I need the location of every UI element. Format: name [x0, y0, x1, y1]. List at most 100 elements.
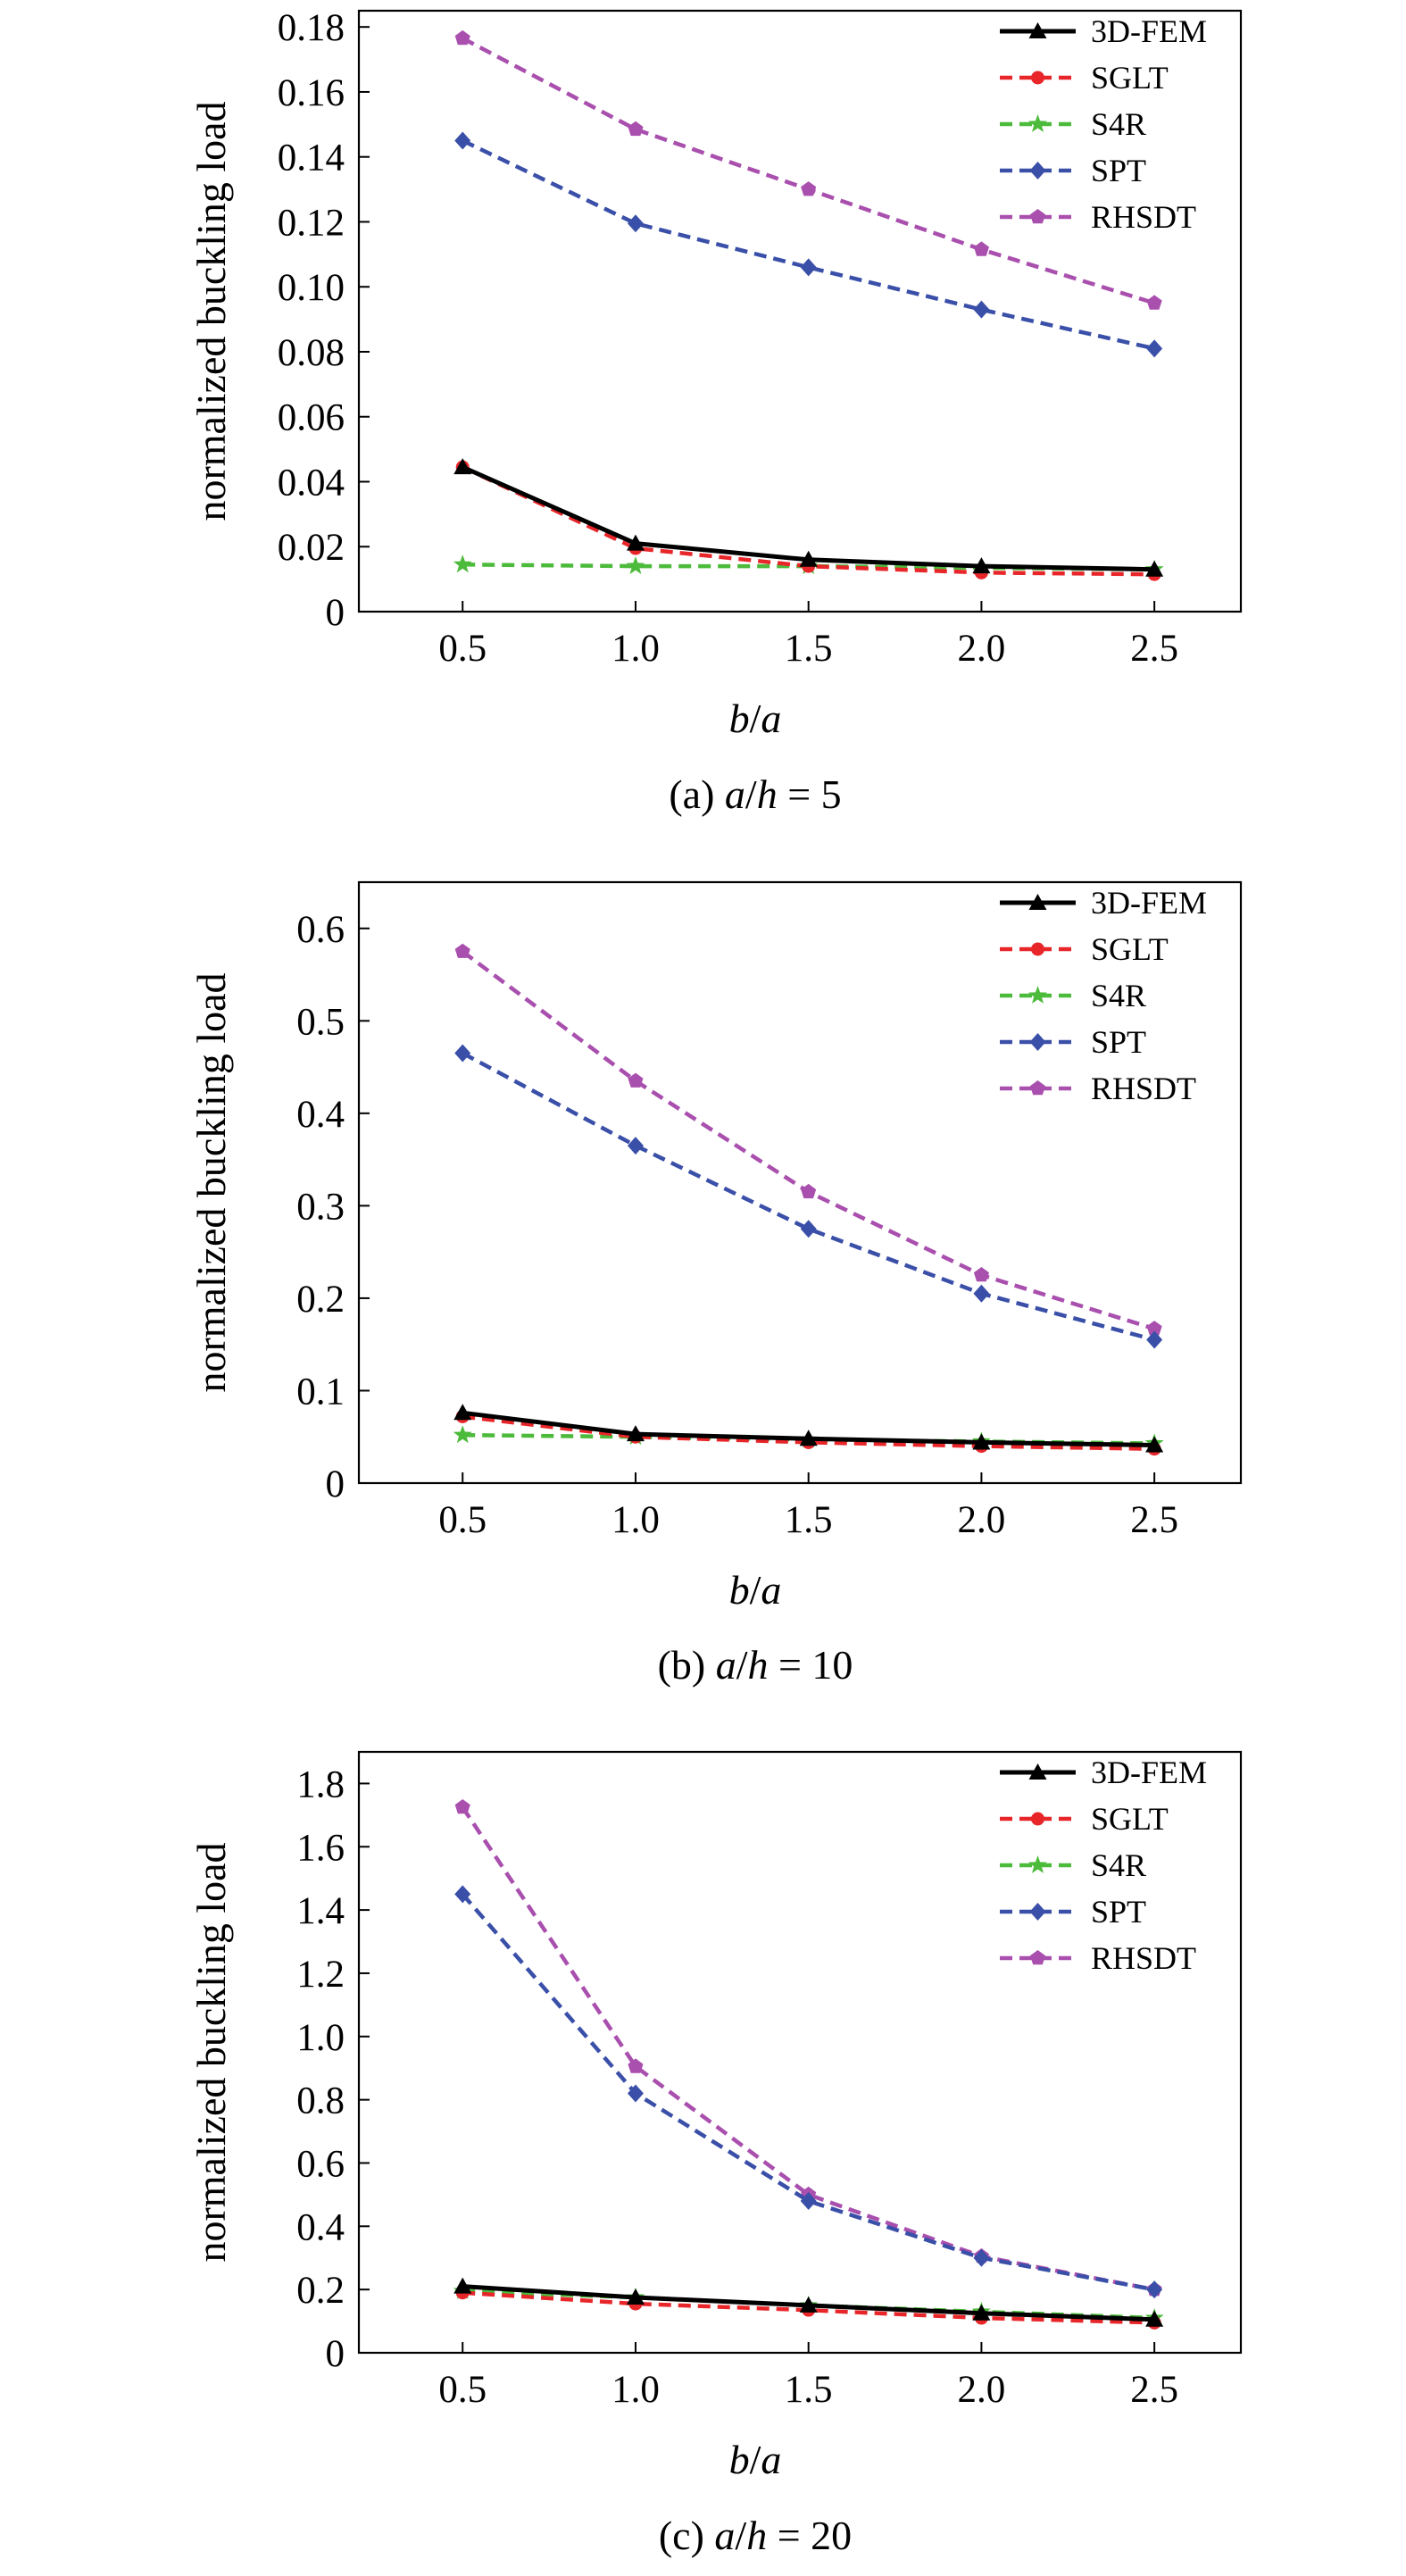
legend-item-s4r: S4R [1000, 978, 1146, 1013]
data-point [973, 1284, 990, 1303]
data-point [627, 214, 644, 233]
x-tick-label: 1.5 [785, 1499, 833, 1541]
text-part: (c) [659, 2513, 715, 2558]
text-part: / [750, 1567, 761, 1613]
legend-item-spt: SPT [1000, 153, 1146, 188]
y-tick-label: 0.4 [296, 1094, 345, 1136]
y-tick-label: 0 [326, 592, 345, 634]
legend-item-spt: SPT [1000, 1894, 1146, 1930]
y-tick-label: 0.16 [278, 72, 345, 114]
data-point [626, 534, 645, 551]
y-tick-label: 0.6 [296, 2143, 345, 2185]
legend-marker [1031, 71, 1044, 85]
text-part: (b) [658, 1642, 716, 1688]
data-point [801, 1183, 817, 1199]
legend-label: 3D-FEM [1091, 885, 1207, 921]
series-3d-fem [453, 1404, 1164, 1453]
legend-item-sglt: SGLT [1000, 931, 1169, 967]
chart-panel-2: 0 0.1 0.2 0.3 0.4 0.5 0.6 0.5 1.0 1.5 2.0 2.5 normal… [188, 880, 1243, 1688]
data-point [453, 458, 472, 475]
legend-label: SPT [1091, 1024, 1146, 1060]
legend-marker [1028, 986, 1047, 1004]
data-point [1145, 560, 1164, 577]
data-point [800, 2191, 817, 2210]
y-axis-title: normalized buckling load [188, 1842, 234, 2262]
series-spt [454, 1044, 1163, 1349]
data-point [972, 557, 991, 574]
data-point [627, 2084, 644, 2103]
data-point [626, 556, 645, 574]
data-point [1145, 1436, 1164, 1453]
legend-label: S4R [1091, 1847, 1146, 1883]
y-tick-label: 0.1 [296, 1371, 345, 1413]
series-rhsdt [454, 29, 1162, 310]
legend-item-spt: SPT [1000, 1024, 1146, 1060]
x-axis-title: b/a [729, 696, 782, 741]
data-point [1146, 1321, 1162, 1336]
data-point [801, 181, 817, 196]
legend-marker [1028, 114, 1047, 132]
panel-caption: (c) a/h = 20 [659, 2513, 852, 2558]
data-point [453, 554, 472, 573]
data-point [799, 2296, 818, 2313]
x-tick-label: 2.5 [1130, 1499, 1178, 1541]
series-spt [454, 131, 1163, 358]
x-tick-label: 1.5 [785, 2369, 833, 2411]
y-tick-label: 0 [326, 1463, 345, 1505]
data-point [972, 1433, 991, 1450]
text-part: / [750, 696, 761, 741]
x-tick-label: 2.0 [958, 628, 1006, 670]
legend-item-rhsdt: RHSDT [1000, 199, 1196, 235]
x-tick-label: 1.0 [611, 2369, 660, 2411]
x-axis-title: b/a [729, 2437, 782, 2482]
text-part: (a) [669, 771, 725, 817]
data-point [454, 1044, 471, 1063]
data-point [453, 1425, 472, 1444]
y-tick-label: 1.0 [296, 2017, 345, 2059]
data-point [453, 1404, 472, 1421]
y-tick-label: 0.3 [296, 1186, 345, 1228]
legend-marker [1028, 1855, 1047, 1873]
text-part: a [761, 696, 781, 741]
y-tick-label: 1.2 [296, 1954, 345, 1996]
plot-frame [357, 9, 1243, 613]
legend-marker [1031, 1812, 1044, 1826]
legend-marker [1029, 1903, 1046, 1921]
legend-item-rhsdt: RHSDT [1000, 1071, 1196, 1106]
legend-item-sglt: SGLT [1000, 60, 1169, 96]
text-part: b [729, 696, 750, 741]
y-tick-label: 0.14 [278, 138, 345, 179]
y-tick-label: 0.6 [296, 909, 345, 951]
legend-label: SGLT [1091, 931, 1169, 967]
panel-caption: (a) a/h = 5 [669, 771, 841, 817]
x-tick-label: 1.0 [611, 628, 660, 670]
y-axis-title: normalized buckling load [188, 101, 234, 521]
series-line [461, 949, 1155, 1331]
chart-panel-1: 0 0.02 0.04 0.06 0.08 0.10 0.12 0.14 0.16 0.18 0.5… [188, 7, 1243, 817]
data-point [1146, 339, 1163, 358]
text-part: a [761, 1567, 781, 1613]
legend-label: S4R [1091, 978, 1146, 1013]
data-point [800, 258, 817, 277]
legend-label: RHSDT [1091, 199, 1196, 235]
legend-item-3d-fem: 3D-FEM [1000, 13, 1207, 49]
series-line [461, 1805, 1155, 2292]
legend-item-3d-fem: 3D-FEM [1000, 1755, 1207, 1790]
x-tick-label: 2.0 [958, 1499, 1006, 1541]
legend-marker [1028, 1763, 1047, 1780]
legend-label: SPT [1091, 1894, 1146, 1930]
plot-frame [357, 1750, 1243, 2355]
data-point [800, 1220, 817, 1238]
data-point [1146, 1330, 1163, 1349]
legend-label: RHSDT [1091, 1940, 1196, 1976]
data-point [454, 943, 470, 958]
data-point [973, 300, 990, 319]
y-tick-label: 0.2 [296, 2270, 345, 2312]
series-line [462, 1414, 1155, 1451]
x-tick-label: 0.5 [438, 1499, 487, 1541]
series-rhsdt [454, 1799, 1162, 2297]
y-tick-label: 0.18 [278, 7, 345, 49]
plot-frame [357, 880, 1243, 1485]
series-3d-fem [453, 2277, 1164, 2327]
series-line [462, 1051, 1155, 1342]
